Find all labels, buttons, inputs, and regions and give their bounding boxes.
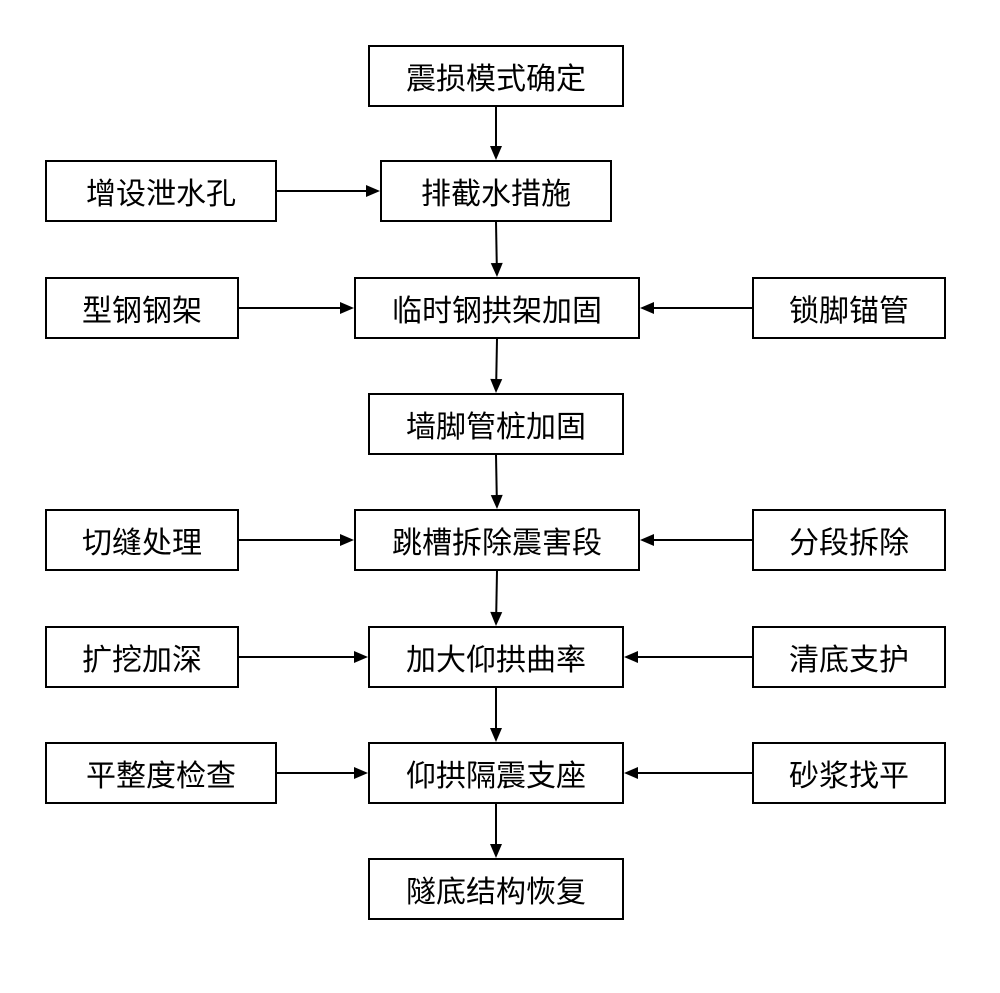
- arrowhead-icon: [491, 495, 503, 509]
- flowchart-node: 砂浆找平: [752, 742, 946, 804]
- arrowhead-icon: [491, 263, 503, 277]
- flowchart-node: 锁脚锚管: [752, 277, 946, 339]
- flowchart-arrows-layer: [0, 0, 1000, 993]
- flowchart-edge: [496, 571, 497, 612]
- flowchart-node: 增设泄水孔: [45, 160, 277, 222]
- arrowhead-icon: [340, 534, 354, 546]
- arrowhead-icon: [490, 379, 502, 393]
- arrowhead-icon: [366, 185, 380, 197]
- flowchart-node: 切缝处理: [45, 509, 239, 571]
- arrowhead-icon: [354, 767, 368, 779]
- flowchart-edge: [496, 222, 497, 263]
- flowchart-node: 分段拆除: [752, 509, 946, 571]
- flowchart-node: 清底支护: [752, 626, 946, 688]
- arrowhead-icon: [340, 302, 354, 314]
- flowchart-node: 排截水措施: [380, 160, 612, 222]
- arrowhead-icon: [640, 534, 654, 546]
- arrowhead-icon: [490, 728, 502, 742]
- flowchart-node: 平整度检查: [45, 742, 277, 804]
- flowchart-node: 加大仰拱曲率: [368, 626, 624, 688]
- arrowhead-icon: [354, 651, 368, 663]
- arrowhead-icon: [490, 612, 502, 626]
- flowchart-node: 跳槽拆除震害段: [354, 509, 640, 571]
- arrowhead-icon: [640, 302, 654, 314]
- arrowhead-icon: [490, 146, 502, 160]
- flowchart-node: 墙脚管桩加固: [368, 393, 624, 455]
- flowchart-node: 震损模式确定: [368, 45, 624, 107]
- flowchart-edge: [496, 339, 497, 379]
- flowchart-node: 临时钢拱架加固: [354, 277, 640, 339]
- arrowhead-icon: [624, 767, 638, 779]
- arrowhead-icon: [624, 651, 638, 663]
- arrowhead-icon: [490, 844, 502, 858]
- flowchart-node: 型钢钢架: [45, 277, 239, 339]
- flowchart-node: 扩挖加深: [45, 626, 239, 688]
- flowchart-node: 隧底结构恢复: [368, 858, 624, 920]
- flowchart-edge: [496, 455, 497, 495]
- flowchart-node: 仰拱隔震支座: [368, 742, 624, 804]
